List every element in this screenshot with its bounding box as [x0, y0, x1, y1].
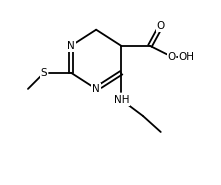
Text: S: S — [41, 68, 48, 78]
Text: N: N — [92, 84, 100, 94]
Text: O: O — [157, 21, 165, 31]
Text: N: N — [67, 41, 75, 51]
Text: OH: OH — [179, 52, 195, 62]
Text: NH: NH — [114, 95, 129, 105]
Text: O: O — [167, 52, 176, 62]
